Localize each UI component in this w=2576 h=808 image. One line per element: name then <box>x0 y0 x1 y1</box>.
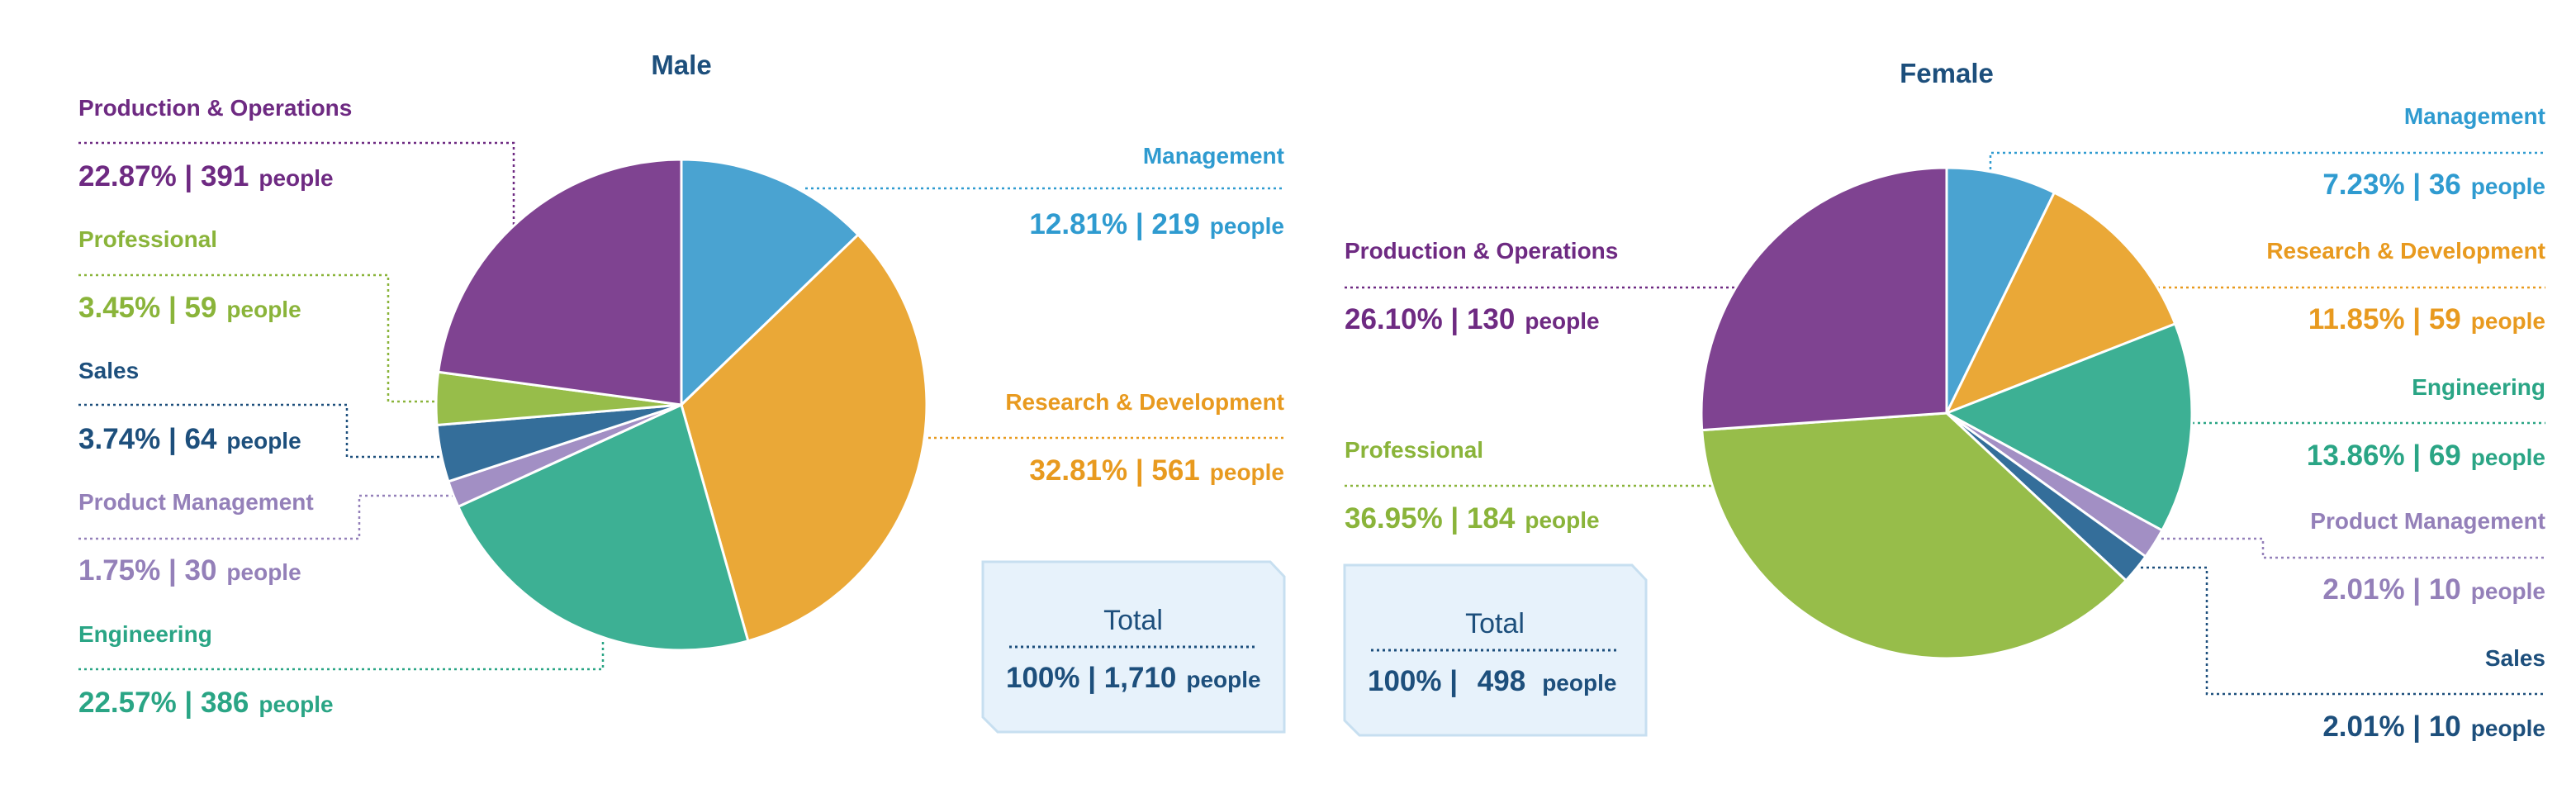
male-leader-production-and-operations <box>78 141 515 225</box>
male-slice-engineering <box>456 402 750 652</box>
female-label-name-professional: Professional <box>1345 437 1483 463</box>
male-label-name-product-management: Product Management <box>78 489 314 515</box>
female-slice-engineering <box>1943 322 2194 532</box>
male-slice-production-and-operations <box>436 158 683 406</box>
male-label-name-sales: Sales <box>78 358 139 383</box>
male-slice-research-and-development <box>680 232 928 643</box>
female-label-name-sales: Sales <box>2485 645 2545 671</box>
male-total-value: 100% | 1,710 people <box>1006 662 1261 694</box>
leader-lines <box>78 141 2545 696</box>
female-label-value-product-management: 2.01% | 10 people <box>2322 573 2545 606</box>
female-label-name-engineering: Engineering <box>2412 374 2545 400</box>
female-total-heading: Total <box>1465 608 1525 639</box>
male-slice-management <box>680 158 861 408</box>
male-total-heading: Total <box>1103 605 1163 636</box>
male-label-value-research-and-development: 32.81% | 561 people <box>1029 454 1284 487</box>
female-label-value-professional: 36.95% | 184 people <box>1345 502 1600 535</box>
female-total-box: Total 100% | 498 people <box>1343 563 1648 737</box>
male-label-value-management: 12.81% | 219 people <box>1029 208 1284 240</box>
male-chart-title: Male <box>651 50 711 80</box>
female-label-value-engineering: 13.86% | 69 people <box>2307 440 2545 472</box>
female-label-value-sales: 2.01% | 10 people <box>2322 711 2545 743</box>
female-leader-sales <box>2135 566 2545 696</box>
male-label-name-production-and-operations: Production & Operations <box>78 95 352 121</box>
female-label-name-management: Management <box>2404 103 2545 129</box>
female-total-value: 100% | 498 people <box>1368 665 1616 697</box>
female-label-value-production-and-operations: 26.10% | 130 people <box>1345 303 1600 335</box>
male-total-box: Total 100% | 1,710 people <box>981 560 1286 734</box>
female-leader-product-management <box>2156 537 2545 559</box>
female-label-name-production-and-operations: Production & Operations <box>1345 238 1618 264</box>
female-slice-professional <box>1701 411 2128 660</box>
male-label-name-professional: Professional <box>78 226 217 252</box>
male-label-value-engineering: 22.57% | 386 people <box>78 687 334 719</box>
pie-slices <box>434 158 2194 660</box>
female-slice-management <box>1945 166 2057 414</box>
female-label-name-research-and-development: Research & Development <box>2266 238 2545 264</box>
female-label-name-product-management: Product Management <box>2310 508 2545 534</box>
male-leader-sales <box>78 403 439 459</box>
female-label-value-research-and-development: 11.85% | 59 people <box>2308 303 2545 335</box>
male-leader-product-management <box>78 494 453 540</box>
male-label-value-product-management: 1.75% | 30 people <box>78 554 301 587</box>
male-label-name-engineering: Engineering <box>78 621 212 647</box>
male-label-value-sales: 3.74% | 64 people <box>78 423 301 455</box>
male-label-name-management: Management <box>1143 143 1284 169</box>
female-chart-title: Female <box>1900 58 1994 88</box>
male-label-value-production-and-operations: 22.87% | 391 people <box>78 160 334 192</box>
male-label-value-professional: 3.45% | 59 people <box>78 292 301 324</box>
female-label-value-management: 7.23% | 36 people <box>2322 169 2545 201</box>
male-leader-engineering <box>78 640 605 671</box>
male-label-name-research-and-development: Research & Development <box>1005 389 1284 415</box>
female-leader-management <box>1989 151 2545 169</box>
slice-labels: Management 12.81% | 219 people Research & D… <box>78 95 2545 743</box>
female-slice-production-and-operations <box>1700 166 1948 432</box>
female-slice-research-and-development <box>1943 191 2177 416</box>
